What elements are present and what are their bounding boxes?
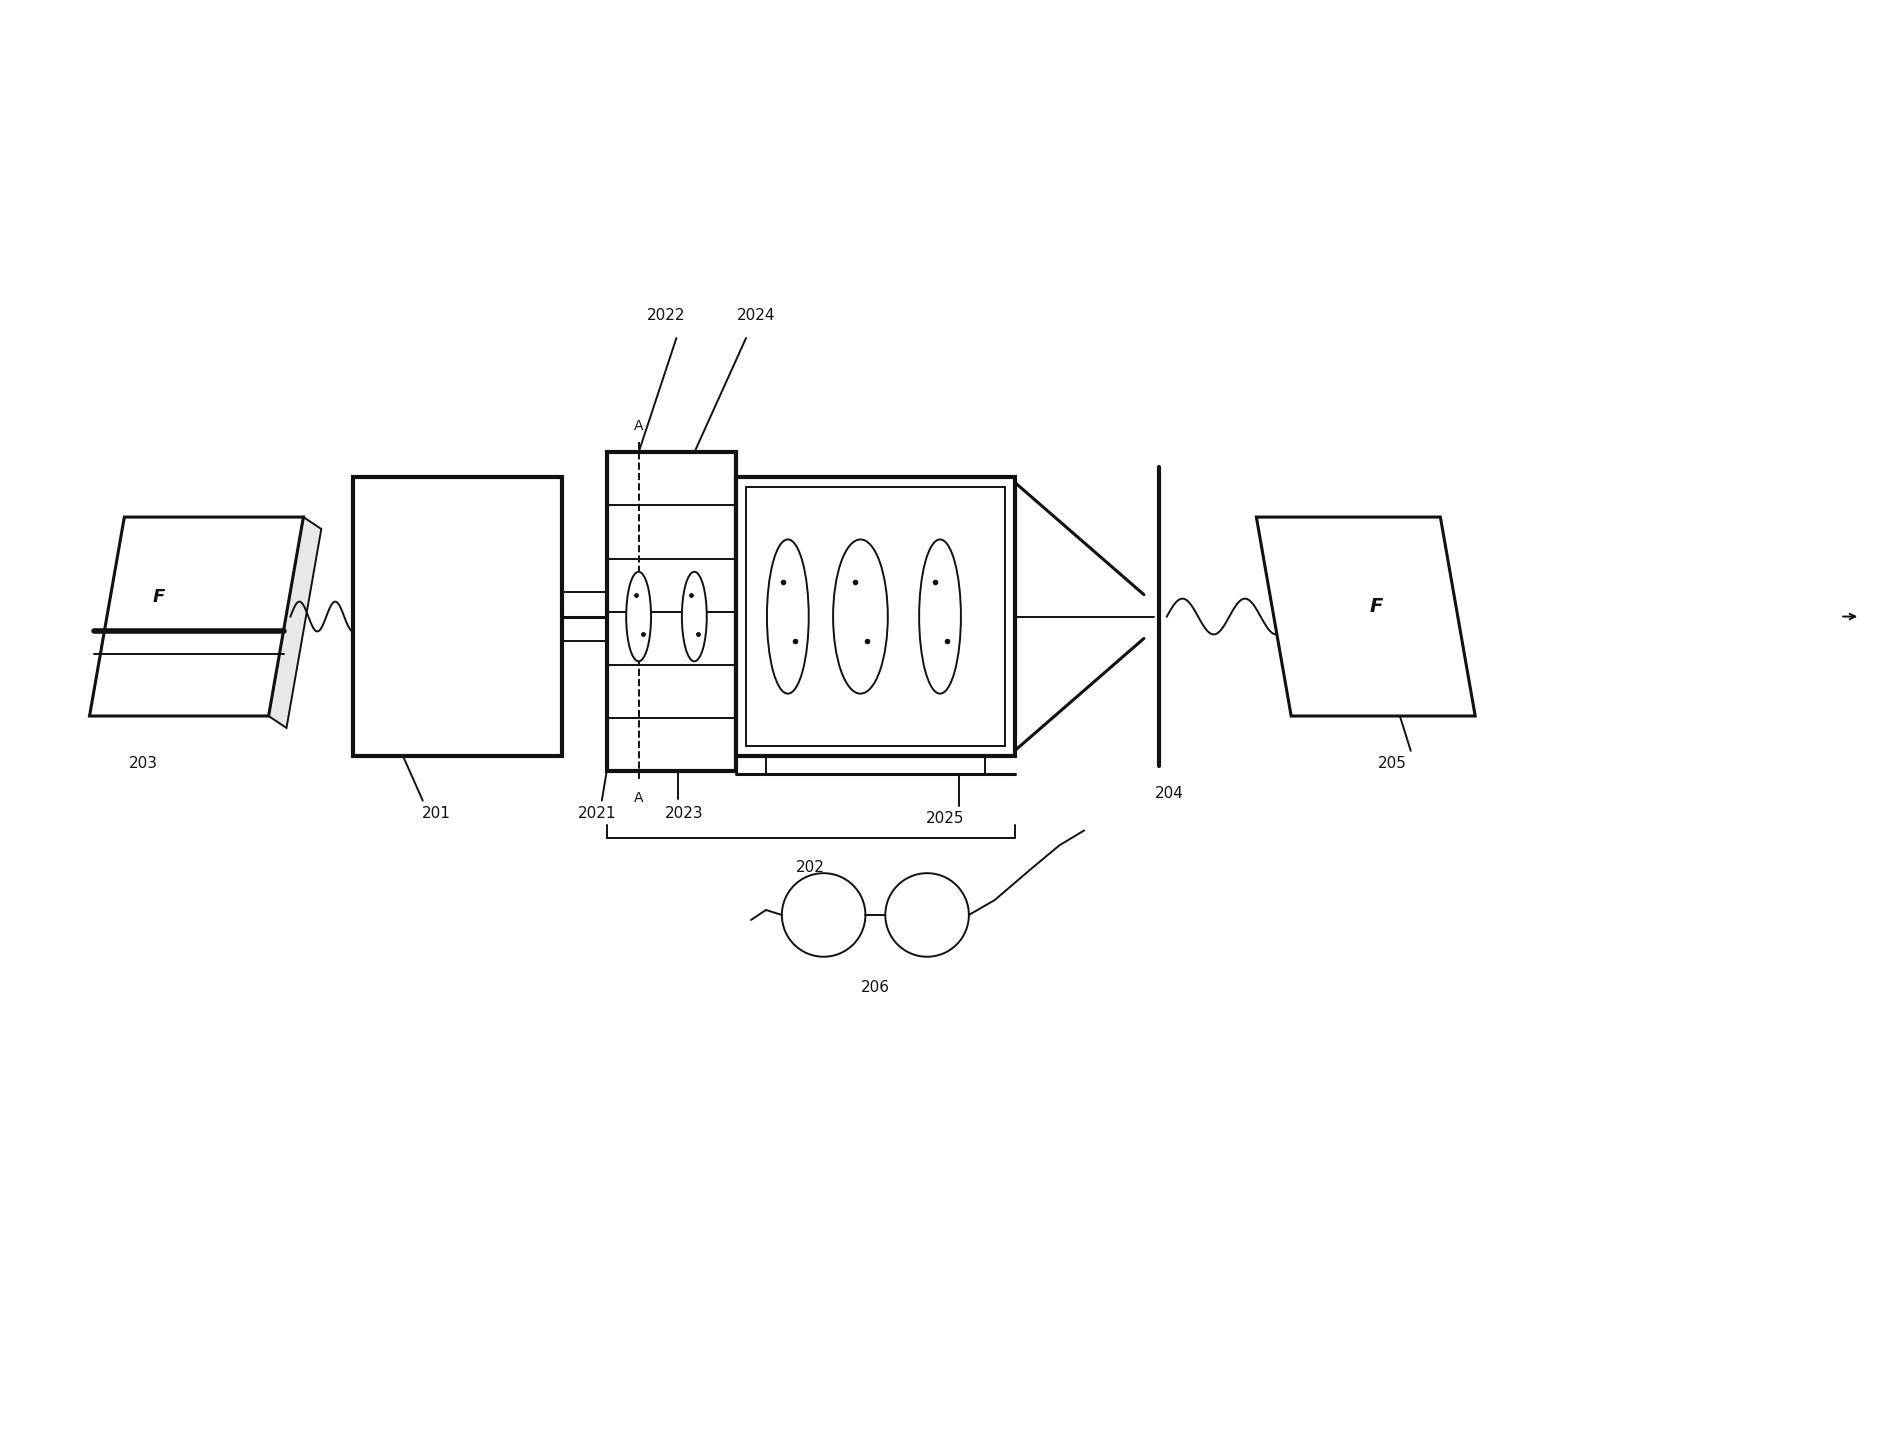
Text: 2022: 2022 bbox=[646, 309, 686, 323]
Bar bbox=[746, 487, 1005, 745]
Polygon shape bbox=[1256, 517, 1475, 717]
Ellipse shape bbox=[767, 540, 808, 694]
Text: 201: 201 bbox=[421, 806, 451, 820]
Text: A: A bbox=[633, 791, 642, 804]
Ellipse shape bbox=[833, 540, 888, 694]
Polygon shape bbox=[89, 517, 304, 717]
Text: 204: 204 bbox=[1154, 785, 1183, 801]
Text: 2025: 2025 bbox=[926, 810, 963, 826]
Text: 203: 203 bbox=[128, 755, 157, 771]
Text: 202: 202 bbox=[795, 860, 825, 876]
Text: 205: 205 bbox=[1377, 755, 1405, 771]
Bar bbox=[353, 477, 561, 755]
Polygon shape bbox=[268, 517, 321, 728]
Text: 206: 206 bbox=[859, 979, 890, 995]
Bar bbox=[735, 477, 1014, 755]
Text: 2021: 2021 bbox=[578, 806, 616, 820]
Bar bbox=[606, 452, 735, 771]
Text: F: F bbox=[153, 587, 164, 606]
Ellipse shape bbox=[625, 572, 650, 662]
Circle shape bbox=[884, 873, 969, 956]
Ellipse shape bbox=[682, 572, 706, 662]
Circle shape bbox=[782, 873, 865, 956]
Text: A: A bbox=[633, 418, 642, 432]
Text: F: F bbox=[1370, 597, 1383, 616]
Text: 2024: 2024 bbox=[737, 309, 774, 323]
Ellipse shape bbox=[918, 540, 960, 694]
Text: 2023: 2023 bbox=[665, 806, 703, 820]
